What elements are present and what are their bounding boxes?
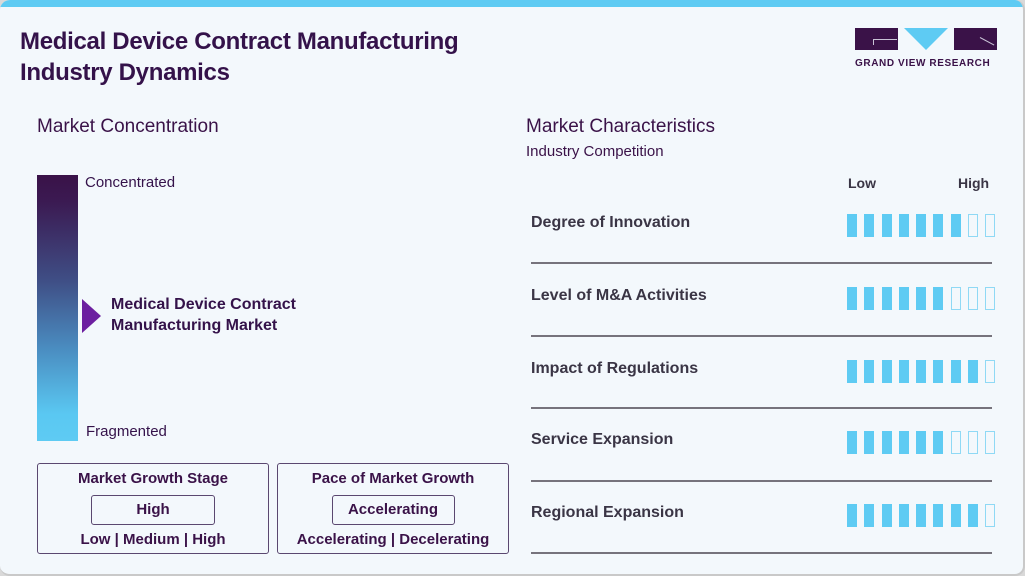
rating-bar-filled (933, 504, 944, 527)
rating-bars (847, 504, 996, 527)
characteristic-label: Service Expansion (531, 431, 674, 448)
rating-bars (847, 431, 996, 454)
rating-bar-filled (864, 360, 875, 383)
concentration-gradient-bar (37, 175, 78, 441)
row-divider (531, 262, 992, 264)
title-line-1: Medical Device Contract Manufacturing (20, 28, 459, 55)
rating-bar-filled (916, 287, 927, 310)
rating-bar-filled (968, 360, 979, 383)
rating-bar-filled (864, 431, 875, 454)
characteristic-row: Level of M&A Activities (531, 287, 996, 360)
market-name-line-1: Medical Device Contract (111, 296, 296, 313)
top-accent-bar (0, 0, 1023, 7)
row-divider (531, 480, 992, 482)
concentrated-label: Concentrated (85, 174, 176, 191)
rating-bar-filled (916, 214, 927, 237)
rating-bar-filled (847, 214, 857, 237)
rating-bar-empty (968, 214, 979, 237)
logo-r-icon (954, 28, 997, 50)
characteristic-label: Regional Expansion (531, 504, 684, 521)
row-divider (531, 407, 992, 409)
rating-bar-filled (950, 360, 961, 383)
rating-bar-filled (898, 360, 909, 383)
rating-bars (847, 360, 996, 383)
rating-bar-filled (916, 431, 927, 454)
grand-view-research-logo: GRAND VIEW RESEARCH (855, 28, 1000, 70)
rating-bar-empty (985, 504, 996, 527)
market-growth-stage-box: Market Growth Stage High Low | Medium | … (37, 463, 269, 554)
rating-bar-filled (933, 214, 944, 237)
fragmented-label: Fragmented (86, 423, 167, 440)
logo-text: GRAND VIEW RESEARCH (855, 58, 991, 69)
growth-stage-selected: High (91, 495, 215, 525)
characteristic-row: Regional Expansion (531, 504, 996, 574)
pace-of-market-growth-box: Pace of Market Growth Accelerating Accel… (277, 463, 509, 554)
rating-bar-filled (898, 287, 909, 310)
rating-bar-filled (916, 360, 927, 383)
rating-bar-filled (933, 360, 944, 383)
rating-bar-filled (847, 504, 857, 527)
rating-bar-empty (968, 287, 979, 310)
scale-low-label: Low (848, 175, 876, 191)
rating-bars (847, 287, 996, 310)
rating-bar-filled (864, 214, 875, 237)
market-concentration-title: Market Concentration (37, 116, 219, 137)
rating-bar-filled (916, 504, 927, 527)
rating-bar-filled (847, 360, 857, 383)
row-divider (531, 552, 992, 554)
row-divider (531, 335, 992, 337)
growth-pace-title: Pace of Market Growth (311, 470, 475, 487)
rating-bar-filled (881, 287, 892, 310)
rating-bar-filled (898, 214, 909, 237)
market-characteristics-title: Market Characteristics (526, 116, 715, 137)
page-title: Medical Device Contract Manufacturing In… (20, 26, 459, 88)
characteristic-label: Level of M&A Activities (531, 287, 707, 304)
rating-bar-empty (985, 431, 996, 454)
rating-bar-filled (898, 504, 909, 527)
characteristic-label: Degree of Innovation (531, 214, 691, 231)
rating-bar-filled (933, 287, 944, 310)
growth-stage-title: Market Growth Stage (77, 470, 229, 487)
rating-bar-filled (847, 431, 857, 454)
rating-bar-filled (933, 431, 944, 454)
growth-pace-options: Accelerating | Decelerating (296, 531, 490, 548)
rating-bar-filled (881, 431, 892, 454)
rating-bar-empty (950, 431, 961, 454)
characteristic-row: Service Expansion (531, 431, 996, 504)
characteristic-row: Impact of Regulations (531, 360, 996, 433)
rating-bar-empty (985, 287, 996, 310)
rating-bar-empty (985, 360, 996, 383)
market-name: Medical Device Contract Manufacturing Ma… (111, 294, 296, 336)
industry-competition-subtitle: Industry Competition (526, 143, 664, 160)
rating-bars (847, 214, 996, 237)
rating-bar-filled (950, 504, 961, 527)
rating-bar-filled (881, 214, 892, 237)
logo-g-icon (855, 28, 898, 50)
rating-bar-filled (950, 214, 961, 237)
growth-stage-options: Low | Medium | High (80, 531, 226, 548)
logo-v-icon (904, 28, 948, 50)
rating-bar-filled (864, 504, 875, 527)
rating-bar-empty (950, 287, 961, 310)
growth-pace-selected: Accelerating (331, 495, 455, 525)
rating-bar-filled (847, 287, 857, 310)
rating-bar-filled (898, 431, 909, 454)
characteristic-row: Degree of Innovation (531, 214, 996, 287)
characteristic-label: Impact of Regulations (531, 360, 699, 377)
market-name-line-2: Manufacturing Market (111, 317, 278, 334)
title-line-2: Industry Dynamics (20, 59, 230, 86)
rating-bar-filled (881, 360, 892, 383)
market-pointer-icon (82, 299, 101, 333)
rating-bar-filled (864, 287, 875, 310)
rating-bar-empty (968, 431, 979, 454)
rating-bar-filled (881, 504, 892, 527)
scale-high-label: High (958, 175, 990, 191)
rating-bar-filled (968, 504, 979, 527)
rating-bar-empty (985, 214, 996, 237)
